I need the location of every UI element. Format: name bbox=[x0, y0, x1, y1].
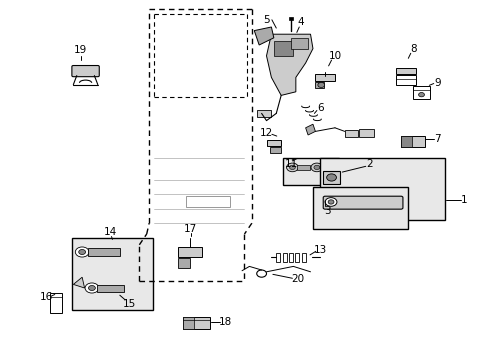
Bar bbox=[256, 110, 271, 117]
Bar bbox=[412, 86, 429, 99]
Polygon shape bbox=[305, 124, 315, 135]
Text: 10: 10 bbox=[328, 51, 341, 61]
Text: 3: 3 bbox=[324, 206, 330, 216]
Bar bbox=[183, 317, 194, 329]
Bar bbox=[359, 129, 373, 137]
Bar bbox=[288, 17, 293, 20]
Text: 7: 7 bbox=[433, 134, 440, 144]
Bar bbox=[266, 140, 281, 146]
Text: 5: 5 bbox=[263, 15, 269, 25]
Polygon shape bbox=[254, 27, 273, 45]
Bar bbox=[185, 196, 229, 207]
Bar bbox=[282, 253, 286, 262]
Circle shape bbox=[286, 163, 298, 172]
Circle shape bbox=[310, 163, 322, 172]
Text: 2: 2 bbox=[365, 159, 372, 169]
Bar bbox=[177, 258, 189, 268]
FancyBboxPatch shape bbox=[323, 196, 402, 209]
Circle shape bbox=[85, 283, 99, 293]
Text: 13: 13 bbox=[313, 245, 326, 255]
Text: 18: 18 bbox=[218, 317, 231, 327]
Polygon shape bbox=[266, 34, 312, 95]
Text: 9: 9 bbox=[433, 78, 440, 88]
Bar bbox=[321, 165, 333, 170]
Circle shape bbox=[75, 247, 89, 257]
Circle shape bbox=[317, 82, 324, 87]
Bar bbox=[297, 165, 309, 170]
Circle shape bbox=[327, 200, 333, 204]
Bar bbox=[72, 238, 153, 310]
Circle shape bbox=[79, 249, 85, 255]
Bar bbox=[395, 75, 415, 85]
Text: 1: 1 bbox=[460, 195, 467, 205]
Bar bbox=[344, 130, 358, 137]
Bar bbox=[301, 253, 305, 262]
Text: 4: 4 bbox=[297, 17, 304, 27]
Bar bbox=[50, 293, 62, 313]
Circle shape bbox=[313, 165, 319, 170]
Text: 15: 15 bbox=[122, 299, 136, 309]
Text: 19: 19 bbox=[74, 45, 87, 55]
Bar bbox=[270, 147, 281, 153]
Bar bbox=[288, 253, 292, 262]
Bar bbox=[97, 285, 123, 292]
Text: 8: 8 bbox=[409, 44, 416, 54]
Text: 6: 6 bbox=[316, 103, 323, 113]
FancyBboxPatch shape bbox=[72, 66, 99, 77]
Text: 16: 16 bbox=[40, 292, 53, 302]
Bar bbox=[88, 248, 120, 256]
Circle shape bbox=[325, 198, 336, 206]
Text: 12: 12 bbox=[259, 128, 273, 138]
Bar bbox=[400, 136, 425, 147]
Bar bbox=[290, 38, 307, 49]
Polygon shape bbox=[73, 277, 84, 288]
Bar bbox=[320, 158, 444, 220]
Text: 17: 17 bbox=[183, 224, 197, 234]
Circle shape bbox=[326, 174, 336, 181]
Bar bbox=[312, 187, 407, 229]
Bar bbox=[400, 136, 411, 147]
Circle shape bbox=[88, 285, 95, 291]
Bar bbox=[295, 253, 299, 262]
Bar bbox=[177, 247, 202, 257]
Text: 20: 20 bbox=[291, 274, 304, 284]
Bar bbox=[315, 74, 334, 81]
Text: 11: 11 bbox=[284, 159, 297, 169]
Text: 14: 14 bbox=[103, 227, 117, 237]
Circle shape bbox=[289, 165, 295, 170]
Bar bbox=[183, 317, 210, 329]
Bar bbox=[276, 253, 280, 262]
Bar bbox=[395, 68, 415, 74]
Bar bbox=[282, 158, 338, 185]
Circle shape bbox=[418, 93, 424, 97]
Bar bbox=[315, 82, 324, 88]
Bar bbox=[322, 171, 340, 184]
Bar bbox=[273, 41, 293, 56]
